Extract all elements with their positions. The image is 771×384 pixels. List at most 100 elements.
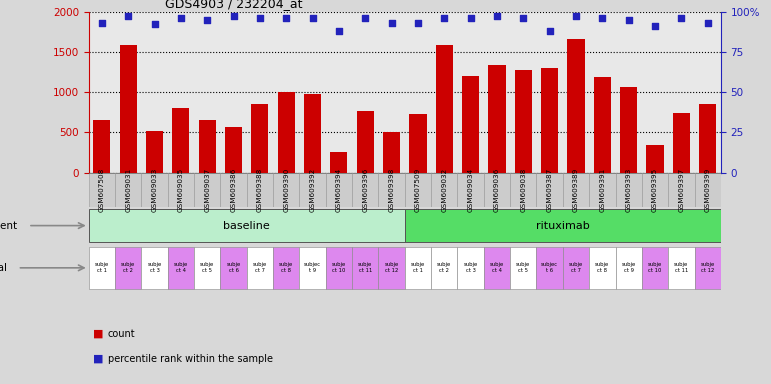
Text: GSM609395: GSM609395 — [652, 168, 658, 212]
Point — [122, 13, 134, 20]
Text: GSM609034: GSM609034 — [468, 168, 473, 212]
Text: GSM609391: GSM609391 — [599, 168, 605, 212]
Text: GSM609038: GSM609038 — [520, 168, 527, 212]
Point — [438, 15, 450, 21]
Point — [175, 15, 187, 21]
Point — [96, 20, 108, 26]
Text: subje
ct 5: subje ct 5 — [200, 262, 214, 273]
Text: subje
ct 7: subje ct 7 — [253, 262, 267, 273]
Point — [386, 20, 398, 26]
Bar — [563, 247, 589, 289]
Point — [306, 15, 318, 21]
Text: subje
ct 3: subje ct 3 — [147, 262, 162, 273]
Bar — [431, 173, 457, 207]
Text: GSM609394: GSM609394 — [336, 168, 342, 212]
Bar — [278, 92, 295, 173]
Text: subje
ct 5: subje ct 5 — [517, 262, 530, 273]
Text: GSM609390: GSM609390 — [283, 168, 289, 212]
Point — [675, 15, 688, 21]
Bar — [484, 173, 510, 207]
Text: percentile rank within the sample: percentile rank within the sample — [108, 354, 273, 364]
Text: subje
ct 12: subje ct 12 — [385, 262, 399, 273]
Point — [254, 15, 266, 21]
Bar — [357, 111, 374, 173]
Bar — [668, 247, 695, 289]
Bar — [563, 173, 589, 207]
Bar — [251, 104, 268, 173]
Text: GSM609032: GSM609032 — [441, 168, 447, 212]
Text: subje
ct 11: subje ct 11 — [359, 262, 372, 273]
Text: subjec
t 6: subjec t 6 — [541, 262, 558, 273]
Text: GSM609396: GSM609396 — [362, 168, 369, 212]
Text: subje
ct 4: subje ct 4 — [490, 262, 504, 273]
Point — [464, 15, 476, 21]
Point — [570, 13, 582, 20]
Bar — [484, 247, 510, 289]
Bar — [488, 65, 506, 173]
Point — [412, 20, 424, 26]
Text: GDS4903 / 232204_at: GDS4903 / 232204_at — [164, 0, 302, 10]
Bar — [409, 114, 426, 173]
Point — [649, 23, 662, 29]
Text: subje
ct 9: subje ct 9 — [621, 262, 636, 273]
Text: subje
ct 11: subje ct 11 — [675, 262, 689, 273]
Text: ■: ■ — [93, 354, 103, 364]
Text: subje
ct 6: subje ct 6 — [227, 262, 241, 273]
Text: GSM609036: GSM609036 — [494, 168, 500, 212]
Text: subje
ct 4: subje ct 4 — [173, 262, 188, 273]
Bar — [699, 104, 716, 173]
Bar — [646, 145, 664, 173]
Bar — [352, 247, 379, 289]
Text: subje
ct 12: subje ct 12 — [701, 262, 715, 273]
Text: subje
ct 1: subje ct 1 — [95, 262, 109, 273]
Point — [491, 13, 503, 20]
Bar — [194, 247, 221, 289]
Bar — [167, 173, 194, 207]
Bar — [247, 173, 273, 207]
Point — [702, 20, 714, 26]
Bar — [510, 247, 537, 289]
Bar — [299, 247, 326, 289]
Point — [622, 17, 635, 23]
Point — [517, 15, 530, 21]
Bar — [431, 247, 457, 289]
Bar — [695, 173, 721, 207]
Bar — [541, 68, 558, 173]
Text: subje
ct 8: subje ct 8 — [595, 262, 609, 273]
Bar — [167, 247, 194, 289]
Text: rituximab: rituximab — [536, 220, 590, 231]
Text: GSM609387: GSM609387 — [547, 168, 553, 212]
Text: GSM609035: GSM609035 — [178, 168, 183, 212]
Text: GSM607509: GSM607509 — [415, 168, 421, 212]
Bar — [436, 45, 453, 173]
Bar — [199, 120, 216, 173]
Bar — [695, 247, 721, 289]
Bar — [589, 247, 615, 289]
Bar — [330, 152, 348, 173]
Point — [148, 22, 160, 28]
Point — [280, 15, 292, 21]
Text: GSM609399: GSM609399 — [705, 168, 711, 212]
Bar — [510, 173, 537, 207]
Bar — [273, 247, 299, 289]
Text: subje
ct 10: subje ct 10 — [648, 262, 662, 273]
Text: agent: agent — [0, 220, 18, 231]
Text: baseline: baseline — [224, 220, 270, 231]
Bar — [221, 173, 247, 207]
Text: subje
ct 3: subje ct 3 — [463, 262, 478, 273]
Bar — [325, 173, 352, 207]
Bar — [668, 173, 695, 207]
Text: subje
ct 2: subje ct 2 — [437, 262, 451, 273]
Point — [227, 13, 240, 20]
Text: GSM607508: GSM607508 — [99, 168, 105, 212]
Bar — [115, 247, 141, 289]
Bar — [537, 173, 563, 207]
Bar — [141, 173, 168, 207]
Bar — [325, 247, 352, 289]
Bar — [457, 247, 484, 289]
Bar — [379, 173, 405, 207]
Bar — [615, 173, 641, 207]
Bar — [567, 39, 584, 173]
Text: GSM609389: GSM609389 — [573, 168, 579, 212]
Point — [359, 15, 372, 21]
